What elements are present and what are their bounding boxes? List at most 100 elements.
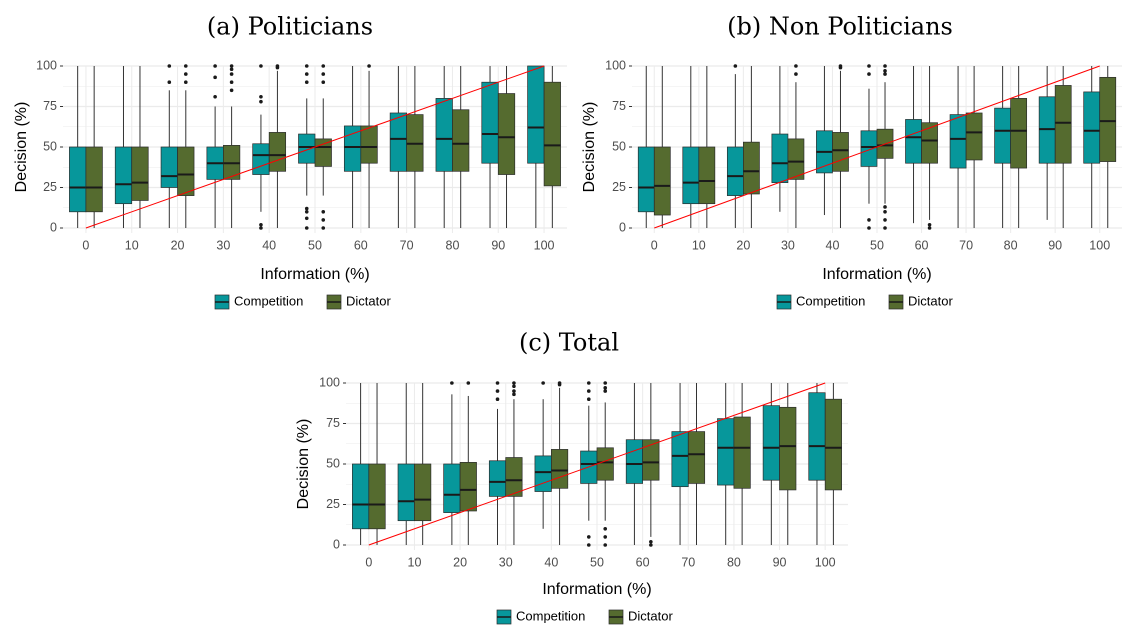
outlier-point [183,64,188,68]
outlier-point [883,205,887,209]
y-tick-label: 0 [333,537,340,551]
box-dictator [1099,76,1117,162]
x-tick-label: 90 [491,238,505,252]
legend-label: Dictator [346,293,391,308]
x-tick-label: 30 [781,238,795,252]
box-competition [114,146,133,205]
panel-non-politicians: (b) Non Politicians 0 25 50 75 100 0 10 20 30 40 50… [581,13,1122,310]
box-dictator [653,146,671,216]
x-tick-label: 80 [446,238,460,252]
x-tick-label: 20 [171,238,185,252]
box-dictator [965,112,983,161]
outlier-point [229,72,234,76]
x-axis-label: Information (%) [260,266,369,283]
box-dictator [414,463,432,522]
outlier-point [557,381,562,385]
outlier-point [883,72,887,76]
y-tick-label: 100 [605,58,626,72]
outlier-point [541,381,545,385]
box-competition [527,65,545,164]
box-dictator [368,463,386,530]
panel-total: (c) Total 0 25 50 75 100 0 10 20 30 40 50 60 70 80 90 10… [295,329,848,625]
y-tick-label: 25 [43,180,57,194]
box-competition [443,463,461,513]
y-tick-label: 0 [619,220,626,234]
box-competition [298,133,316,164]
x-tick-label: 0 [651,238,658,252]
legend-key-dictator: Dictator [608,608,673,625]
outlier-point [927,222,932,227]
panel-title: (c) Total [519,329,619,357]
y-tick-label: 50 [612,139,626,153]
outlier-point [213,64,217,68]
box-dictator [1010,98,1028,169]
outlier-point [586,397,591,402]
x-tick-label: 90 [773,555,787,569]
outlier-point [649,543,653,547]
outlier-point [367,64,371,68]
x-tick-label: 10 [692,238,706,252]
outlier-point [512,381,516,385]
legend-label: Competition [796,293,865,308]
outlier-point [229,80,234,84]
outlier-point [603,381,608,385]
x-tick-label: 50 [308,238,322,252]
panel-politicians: (a) Politicians 0 25 50 75 100 0 10 20 30 40 50 60 70… [13,13,567,310]
legend-label: Dictator [908,293,953,308]
outlier-point [259,99,263,104]
box-dictator [360,125,378,164]
outlier-point [304,206,309,211]
y-tick-label: 25 [612,180,626,194]
box-competition [762,405,780,481]
box-competition [637,146,655,213]
x-tick-label: 60 [915,238,929,252]
outlier-point [927,226,932,230]
x-tick-label: 40 [262,238,276,252]
reference-line [85,65,545,229]
outlier-point [321,64,326,68]
outlier-point [183,72,188,76]
outlier-point [304,80,309,84]
box-dictator [642,439,660,481]
outlier-point [167,80,172,84]
y-tick-label: 25 [326,497,340,511]
box-competition [808,392,826,481]
x-tick-label: 0 [365,555,372,569]
outlier-point [838,64,843,68]
panel-title: (b) Non Politicians [727,13,953,41]
box-dictator [1054,85,1072,164]
box-dictator [452,109,470,172]
outlier-point [259,64,263,68]
reference-line [654,65,1100,229]
y-tick-label: 50 [43,139,57,153]
legend-label: Competition [234,293,303,308]
y-axis-label: Decision (%) [13,102,30,193]
outlier-point [794,72,798,76]
outlier-point [321,80,326,84]
box-dictator [85,146,103,213]
box-competition [682,146,700,205]
box-competition [397,463,415,522]
outlier-point [304,226,309,230]
x-tick-label: 90 [1048,238,1062,252]
y-axis-label: Decision (%) [295,419,312,510]
outlier-point [495,389,500,393]
box-dictator [743,141,760,195]
x-tick-label: 80 [1004,238,1018,252]
outlier-point [586,543,591,547]
y-tick-label: 50 [326,456,340,470]
box-competition [771,133,789,183]
outlier-point [512,389,516,393]
x-tick-label: 50 [870,238,884,252]
y-axis-label: Decision (%) [581,102,598,193]
box-dictator [131,146,149,201]
box-dictator [921,122,938,164]
panel-title: (a) Politicians [207,13,373,41]
outlier-point [321,218,326,222]
y-tick-label: 100 [319,375,340,389]
outlier-point [733,64,738,68]
x-tick-label: 80 [727,555,741,569]
outlier-point [304,72,309,76]
box-dictator [824,398,842,491]
outlier-point [883,69,887,73]
